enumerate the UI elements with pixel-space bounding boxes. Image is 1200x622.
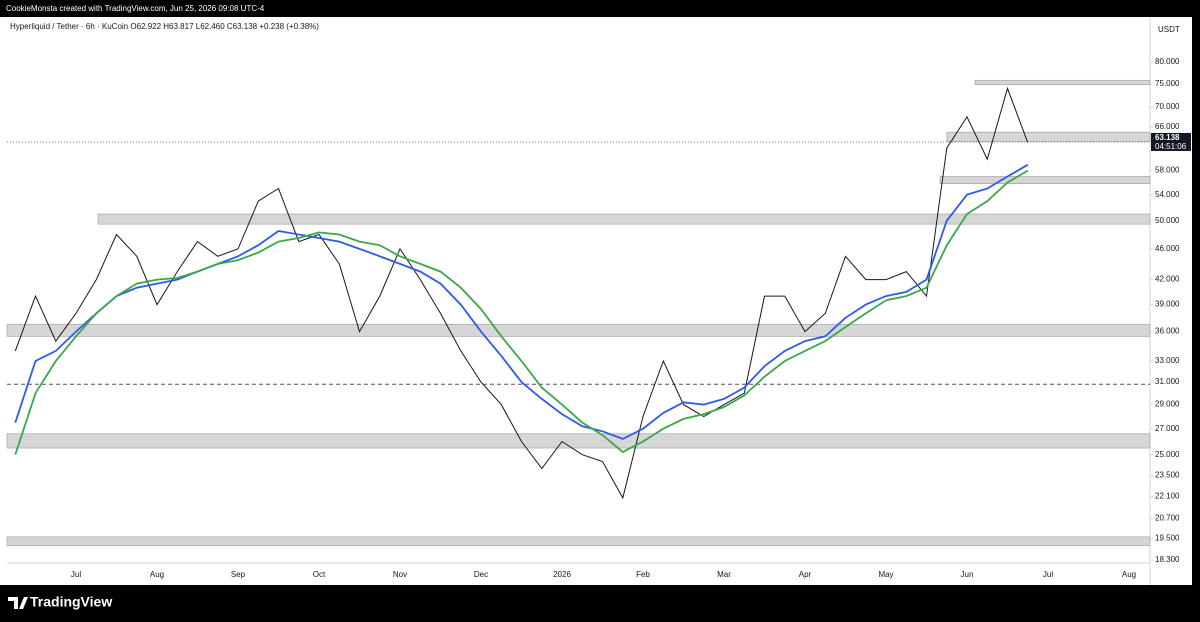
zone [6,536,1151,546]
y-tick-label: 39.000 [1155,300,1180,309]
y-tick-label: 19.500 [1155,534,1180,543]
y-tick-label: 80.000 [1155,57,1180,66]
x-tick-label: Aug [150,570,164,579]
brand-logo [8,597,28,609]
y-tick-label: 66.000 [1155,122,1180,131]
zone [6,433,1151,449]
x-tick-label: Jul [1043,570,1053,579]
x-tick-label: 2026 [553,570,571,579]
y-tick-label: 58.000 [1155,166,1180,175]
y-tick-label: 70.000 [1155,102,1180,111]
x-tick-label: Jun [961,570,974,579]
y-tick-label: 46.000 [1155,244,1180,253]
y-tick-label: 25.000 [1155,450,1180,459]
x-tick-label: Oct [313,570,326,579]
x-tick-label: Feb [636,570,650,579]
x-tick-label: Apr [799,570,812,579]
y-tick-label: 23.500 [1155,471,1180,480]
watermark: CookieMonsta created with TradingView.co… [6,4,265,13]
y-tick-label: 54.000 [1155,190,1180,199]
series-line [14,86,1029,500]
y-tick-label: 42.000 [1155,275,1180,284]
zone [939,176,1151,184]
chart-title: Hyperliquid / Tether · 6h · KuCoin O62.9… [10,22,319,31]
x-tick-label: Dec [474,570,488,579]
chart-pane [0,17,1192,585]
y-tick-label: 36.000 [1155,327,1180,336]
zone [946,131,1151,142]
x-tick-label: Aug [1122,570,1136,579]
zone [97,213,1151,225]
y-tick-label: 29.000 [1155,400,1180,409]
price-box [1151,132,1191,151]
zone [6,323,1151,337]
y-tick-label: 20.700 [1155,514,1180,523]
x-tick-label: May [878,570,893,579]
series-line [14,164,1029,440]
zone [974,79,1151,86]
currency: USDT [1158,25,1180,34]
y-tick-label: 22.100 [1155,491,1180,500]
y-tick-label: 33.000 [1155,356,1180,365]
y-tick-label: 75.000 [1155,79,1180,88]
brand: TradingView [30,594,112,610]
y-tick-label: 18.300 [1155,555,1180,564]
x-tick-label: Mar [717,570,731,579]
series-line [14,169,1029,455]
y-tick-label: 27.000 [1155,424,1180,433]
y-tick-label: 31.000 [1155,377,1180,386]
countdown: 04:51:06 [1155,142,1187,151]
x-tick-label: Nov [393,570,407,579]
x-tick-label: Sep [231,570,246,579]
y-tick-label: 50.000 [1155,216,1180,225]
last-price-label: 63.138 [1155,133,1180,142]
x-tick-label: Jul [71,570,81,579]
